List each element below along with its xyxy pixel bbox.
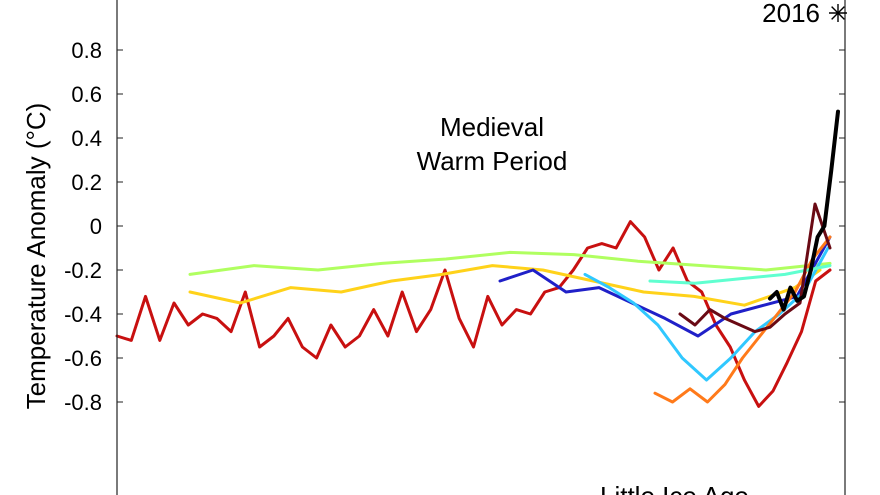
annotation-text: Medieval	[440, 112, 544, 142]
series-line	[188, 250, 832, 276]
y-axis-label: Temperature Anomaly (°C)	[21, 103, 51, 410]
annotation-text: 2016	[762, 0, 820, 28]
asterisk-marker	[829, 4, 847, 22]
annotation-text: Little Ice Age	[600, 481, 749, 495]
series-line	[648, 264, 832, 285]
annotations: Medieval Warm Period Little Ice Age 2016	[417, 0, 847, 495]
series-line	[768, 109, 840, 312]
plot-area	[115, 109, 840, 408]
y-tick-label: 0.8	[71, 38, 102, 63]
series-line	[583, 246, 830, 382]
y-tick-label: -0.6	[64, 346, 102, 371]
y-tick-label: 0	[90, 214, 102, 239]
y-tick-label: 0.2	[71, 170, 102, 195]
y-tick-label: -0.8	[64, 390, 102, 415]
y-tick-label: 0.6	[71, 82, 102, 107]
series-line	[678, 202, 832, 334]
y-tick-label: -0.2	[64, 258, 102, 283]
y-axis: 0.8 0.6 0.4 0.2 0 -0.2 -0.4 -0.6 -0.8	[64, 0, 846, 495]
series-line	[653, 235, 832, 404]
series-line	[498, 235, 832, 338]
y-tick-label: 0.4	[71, 126, 102, 151]
annotation-text: Warm Period	[417, 146, 568, 176]
series-line	[188, 264, 822, 307]
series-line	[115, 220, 832, 408]
y-tick-label: -0.4	[64, 302, 102, 327]
